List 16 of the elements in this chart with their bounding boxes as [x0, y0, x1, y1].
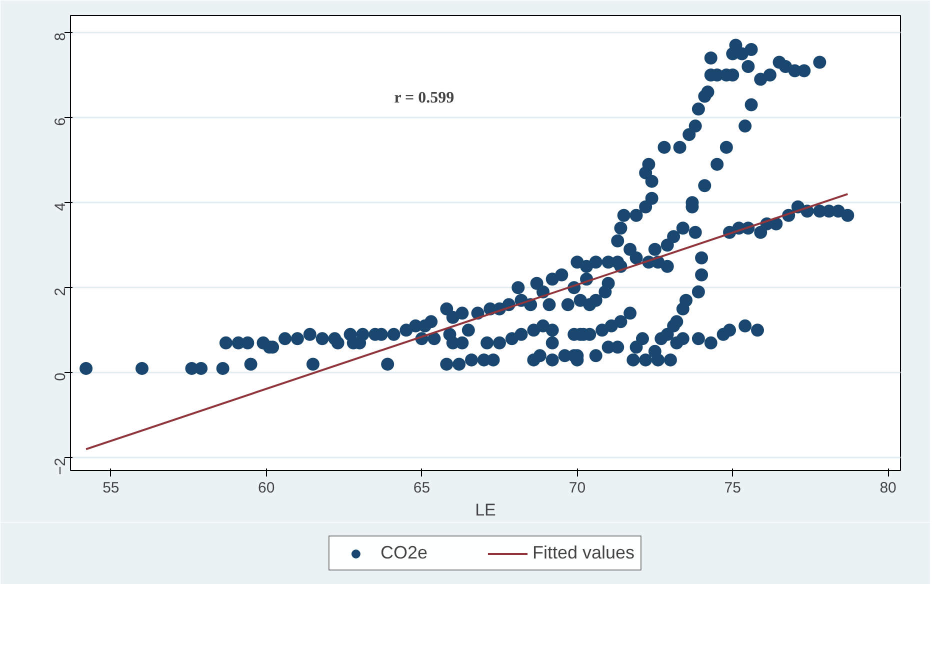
x-tick-label: 65: [413, 480, 430, 496]
legend-label: Fitted values: [532, 542, 635, 564]
x-tick-label: 80: [880, 480, 896, 496]
y-tick-label: −2: [52, 458, 69, 475]
y-tick-label: 8: [52, 32, 69, 41]
y-tick-label: 4: [52, 202, 69, 211]
x-tick-label: 70: [568, 480, 586, 496]
x-tick-label: 60: [258, 480, 275, 496]
x-axis-title: LE: [475, 500, 496, 520]
legend-label: CO2e: [380, 542, 428, 564]
y-tick-label: 6: [52, 118, 69, 126]
annotation: r = 0.599: [394, 90, 454, 106]
x-tick-label: 55: [102, 480, 120, 496]
y-tick-label: 2: [52, 288, 69, 296]
y-tick-label: 0: [52, 372, 69, 382]
x-tick-label: 75: [724, 480, 741, 496]
